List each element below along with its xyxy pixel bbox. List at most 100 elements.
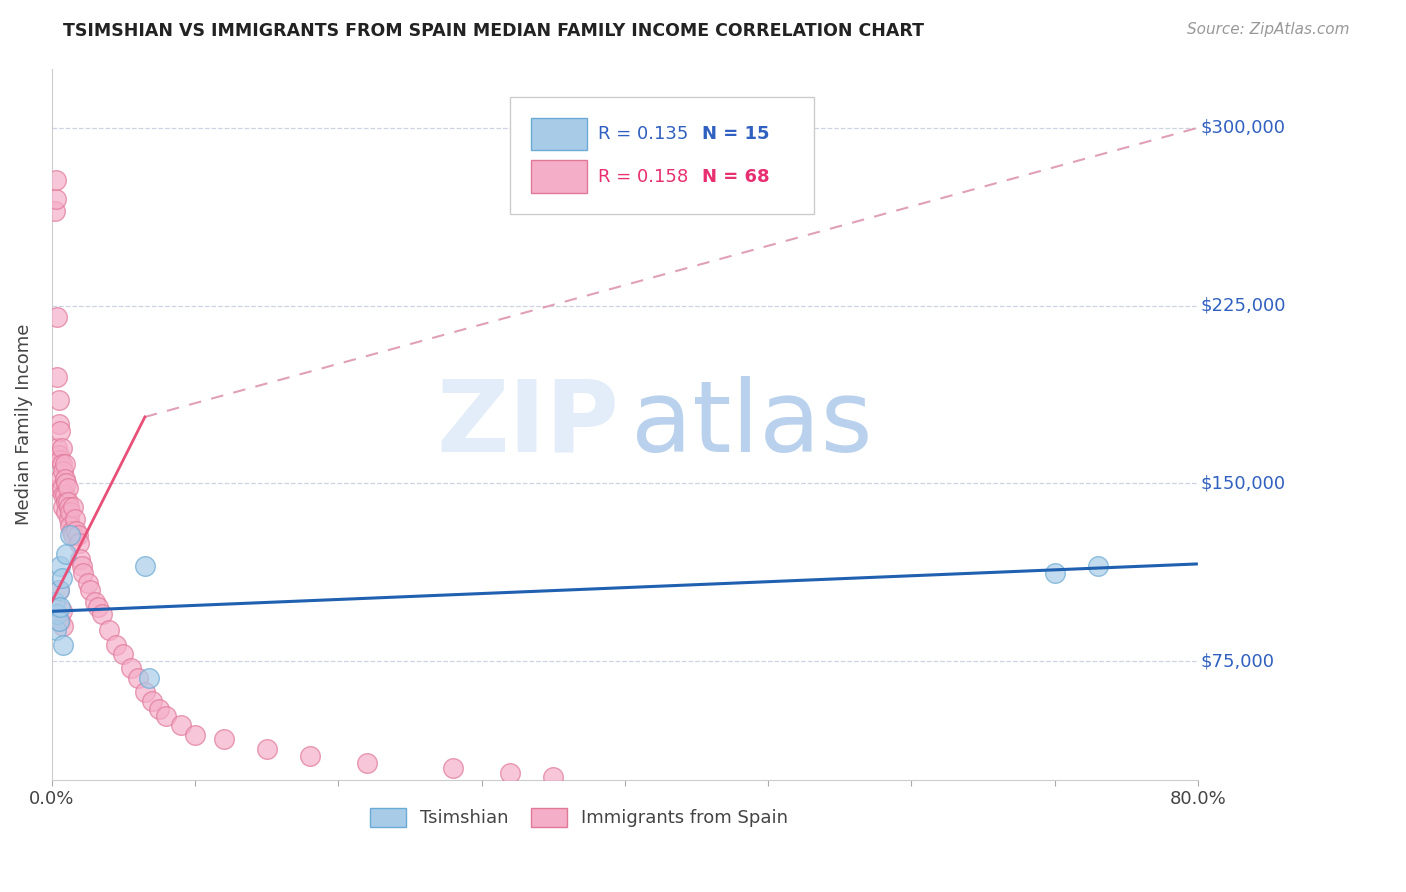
Point: [56, 495, 79, 509]
Point: [45, 624, 67, 638]
Point: [51, 441, 73, 455]
Text: $150,000: $150,000: [1201, 475, 1285, 492]
Point: [298, 748, 321, 763]
Point: [72, 566, 94, 581]
Point: [51, 458, 73, 472]
Point: [49, 559, 72, 574]
Point: [44, 595, 66, 609]
Point: [67, 535, 90, 549]
Text: atlas: atlas: [630, 376, 872, 473]
Point: [53, 488, 76, 502]
Point: [51, 604, 73, 618]
Point: [70, 559, 93, 574]
Point: [138, 671, 160, 685]
Point: [98, 624, 121, 638]
Point: [53, 472, 76, 486]
Text: $75,000: $75,000: [1201, 652, 1274, 670]
Point: [55, 495, 77, 509]
Point: [48, 393, 70, 408]
Point: [52, 618, 75, 632]
Point: [541, 770, 564, 784]
Point: [90, 607, 112, 621]
Point: [46, 310, 69, 325]
Point: [48, 582, 70, 597]
Point: [45, 192, 67, 206]
Text: N = 68: N = 68: [702, 168, 769, 186]
Point: [51, 481, 73, 495]
Point: [48, 582, 70, 597]
Point: [127, 671, 149, 685]
Point: [49, 472, 72, 486]
Point: [52, 500, 75, 514]
Point: [134, 685, 156, 699]
Point: [63, 512, 86, 526]
Point: [79, 582, 101, 597]
Point: [49, 452, 72, 467]
Point: [170, 718, 193, 732]
Point: [112, 647, 135, 661]
Point: [52, 465, 75, 479]
Text: R = 0.135: R = 0.135: [599, 125, 689, 143]
Point: [46, 607, 69, 621]
Point: [52, 488, 75, 502]
Point: [46, 369, 69, 384]
Point: [49, 614, 72, 628]
Point: [46, 441, 69, 455]
Point: [86, 599, 108, 614]
Point: [76, 575, 98, 590]
Point: [69, 552, 91, 566]
Point: [51, 571, 73, 585]
Point: [184, 728, 207, 742]
Point: [356, 756, 378, 770]
Y-axis label: Median Family Income: Median Family Income: [15, 324, 32, 524]
Text: ZIP: ZIP: [436, 376, 619, 473]
Point: [59, 505, 82, 519]
Point: [212, 732, 235, 747]
Point: [45, 173, 67, 187]
Point: [48, 448, 70, 462]
Point: [48, 614, 70, 628]
Point: [56, 481, 79, 495]
Point: [148, 701, 170, 715]
Point: [60, 524, 83, 538]
Point: [66, 528, 89, 542]
Text: Source: ZipAtlas.com: Source: ZipAtlas.com: [1187, 22, 1350, 37]
Point: [58, 500, 80, 514]
Point: [55, 476, 77, 491]
Point: [134, 559, 156, 574]
Point: [105, 638, 128, 652]
Point: [155, 708, 177, 723]
Point: [62, 528, 84, 542]
FancyBboxPatch shape: [531, 118, 586, 150]
Point: [256, 741, 278, 756]
Point: [48, 417, 70, 431]
Point: [1087, 559, 1109, 574]
Point: [499, 765, 522, 780]
Point: [1043, 566, 1066, 581]
Point: [59, 528, 82, 542]
Text: R = 0.158: R = 0.158: [599, 168, 689, 186]
Point: [49, 599, 72, 614]
Point: [44, 203, 66, 218]
Point: [48, 481, 70, 495]
Point: [120, 661, 142, 675]
Legend: Tsimshian, Immigrants from Spain: Tsimshian, Immigrants from Spain: [363, 801, 796, 835]
FancyBboxPatch shape: [510, 97, 814, 214]
Point: [141, 694, 163, 708]
Point: [49, 424, 72, 438]
Point: [55, 548, 77, 562]
Point: [52, 638, 75, 652]
Point: [58, 512, 80, 526]
Point: [55, 505, 77, 519]
Point: [65, 524, 87, 538]
Text: $300,000: $300,000: [1201, 119, 1285, 136]
Text: TSIMSHIAN VS IMMIGRANTS FROM SPAIN MEDIAN FAMILY INCOME CORRELATION CHART: TSIMSHIAN VS IMMIGRANTS FROM SPAIN MEDIA…: [63, 22, 924, 40]
Point: [62, 500, 84, 514]
Point: [53, 458, 76, 472]
Text: N = 15: N = 15: [702, 125, 769, 143]
Text: $225,000: $225,000: [1201, 296, 1285, 315]
Point: [59, 519, 82, 533]
Point: [83, 595, 105, 609]
FancyBboxPatch shape: [531, 161, 586, 193]
Point: [441, 761, 464, 775]
